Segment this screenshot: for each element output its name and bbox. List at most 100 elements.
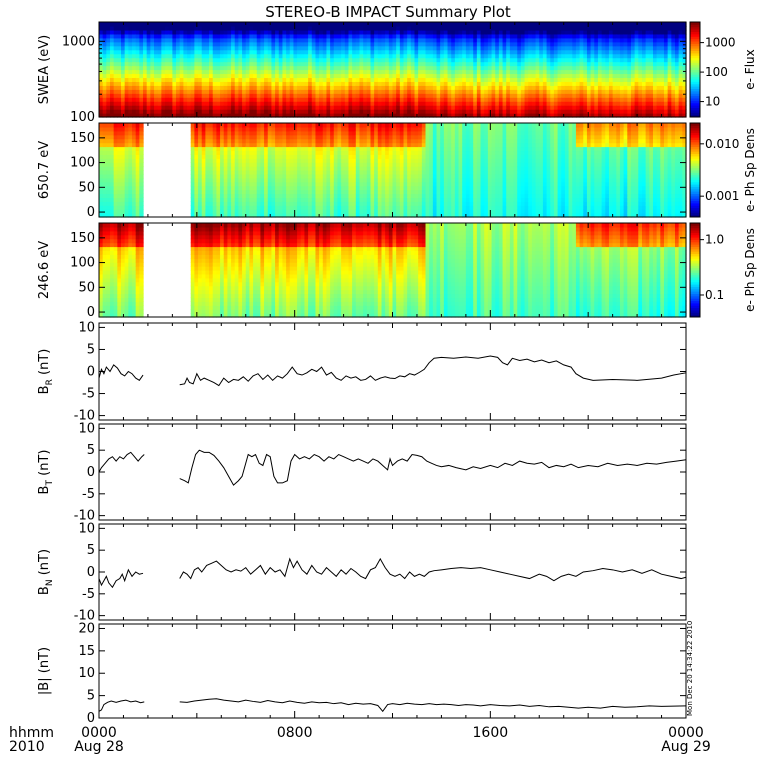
- heatmap-cell: [381, 105, 386, 110]
- heatmap-cell: [99, 105, 104, 110]
- heatmap-cell: [568, 65, 573, 71]
- heatmap-cell: [143, 97, 148, 102]
- heatmap-cell: [476, 89, 482, 94]
- heatmap-cell: [418, 65, 423, 71]
- heatmap-cell: [370, 101, 375, 106]
- heatmap-cell: [275, 181, 280, 187]
- heatmap-cell: [352, 69, 357, 75]
- heatmap-cell: [414, 45, 419, 51]
- heatmap-cell: [597, 77, 603, 82]
- heatmap-cell: [641, 77, 647, 82]
- heatmap-cell: [275, 126, 280, 132]
- heatmap-cell: [245, 65, 251, 71]
- heatmap-cell: [487, 29, 493, 35]
- heatmap-cell: [128, 205, 133, 210]
- heatmap-cell: [553, 29, 559, 35]
- heatmap-cell: [601, 81, 606, 86]
- heatmap-cell: [201, 93, 206, 98]
- heatmap-cell: [513, 81, 518, 86]
- heatmap-cell: [289, 173, 295, 179]
- heatmap-cell: [550, 109, 555, 114]
- heatmap-cell: [443, 33, 449, 39]
- heatmap-cell: [308, 105, 313, 110]
- heatmap-cell: [465, 29, 471, 35]
- heatmap-cell: [352, 33, 357, 39]
- heatmap-cell: [583, 57, 588, 63]
- heatmap-cell: [121, 29, 126, 35]
- heatmap-cell: [458, 101, 463, 106]
- heatmap-cell: [484, 37, 489, 43]
- heatmap-cell: [344, 85, 350, 90]
- heatmap-cell: [106, 101, 111, 106]
- heatmap-cell: [374, 93, 379, 98]
- heatmap-cell: [106, 89, 111, 94]
- heatmap-cell: [124, 53, 129, 59]
- heatmap-cell: [311, 25, 317, 31]
- heatmap-cell: [627, 22, 632, 27]
- heatmap-cell: [465, 53, 471, 59]
- heatmap-cell: [341, 41, 346, 47]
- heatmap-cell: [297, 142, 302, 148]
- heatmap-cell: [550, 49, 555, 55]
- heatmap-cell: [227, 197, 232, 202]
- heatmap-cell: [348, 105, 353, 110]
- heatmap-cell: [242, 177, 247, 183]
- heatmap-cell: [513, 113, 518, 118]
- heatmap-cell: [476, 77, 482, 82]
- heatmap-cell: [550, 101, 555, 106]
- heatmap-cell: [304, 33, 309, 39]
- heatmap-cell: [212, 49, 217, 55]
- heatmap-cell: [216, 189, 221, 195]
- heatmap-cell: [216, 37, 221, 43]
- heatmap-cell: [451, 65, 456, 71]
- heatmap-cell: [337, 33, 342, 39]
- heatmap-cell: [638, 89, 643, 94]
- heatmap-cell: [198, 189, 203, 195]
- heatmap-cell: [102, 138, 107, 144]
- heatmap-cell: [264, 73, 269, 79]
- heatmap-cell: [601, 89, 606, 94]
- heatmap-cell: [586, 57, 592, 63]
- heatmap-cell: [293, 146, 298, 152]
- heatmap-cell: [117, 73, 122, 79]
- heatmap-cell: [289, 201, 295, 206]
- heatmap-cell: [132, 73, 137, 79]
- heatmap-cell: [168, 37, 173, 43]
- heatmap-cell: [517, 97, 522, 102]
- heatmap-cell: [168, 25, 173, 31]
- heatmap-cell: [132, 138, 137, 144]
- heatmap-cell: [198, 22, 203, 27]
- heatmap-cell: [495, 101, 500, 106]
- heatmap-cell: [201, 201, 206, 206]
- heatmap-cell: [645, 49, 650, 55]
- heatmap-cell: [399, 53, 405, 59]
- heatmap-cell: [392, 61, 397, 67]
- heatmap-cell: [297, 213, 302, 218]
- heatmap-cell: [601, 101, 606, 106]
- heatmap-cell: [99, 113, 104, 118]
- heatmap-cell: [216, 105, 221, 110]
- heatmap-cell: [124, 85, 129, 90]
- heatmap-cell: [491, 61, 496, 67]
- heatmap-cell: [359, 37, 364, 43]
- heatmap-cell: [370, 45, 375, 51]
- heatmap-cell: [322, 93, 328, 98]
- heatmap-cell: [275, 33, 280, 39]
- heatmap-cell: [201, 105, 206, 110]
- heatmap-cell: [586, 97, 592, 102]
- heatmap-cell: [616, 61, 621, 67]
- heatmap-cell: [282, 209, 287, 214]
- heatmap-cell: [179, 113, 184, 118]
- heatmap-cell: [249, 61, 254, 67]
- heatmap-cell: [223, 166, 229, 171]
- heatmap-cell: [572, 113, 577, 118]
- heatmap-cell: [150, 97, 155, 102]
- heatmap-cell: [293, 53, 298, 59]
- heatmap-cell: [139, 201, 144, 206]
- heatmap-cell: [436, 45, 441, 51]
- heatmap-cell: [253, 89, 258, 94]
- heatmap-cell: [139, 73, 144, 79]
- heatmap-cell: [429, 89, 434, 94]
- heatmap-cell: [271, 109, 276, 114]
- heatmap-cell: [385, 93, 390, 98]
